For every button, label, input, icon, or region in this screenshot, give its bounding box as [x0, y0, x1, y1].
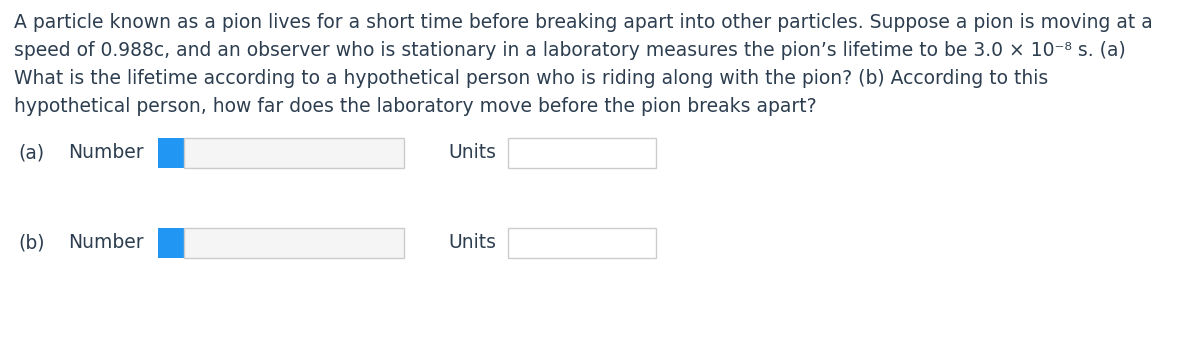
Text: Units: Units [448, 144, 496, 163]
Text: speed of 0.988c, and an observer who is stationary in a laboratory measures the : speed of 0.988c, and an observer who is … [14, 40, 1126, 59]
Text: Units: Units [448, 233, 496, 252]
Text: i: i [168, 145, 174, 160]
Text: (a): (a) [18, 144, 44, 163]
Text: Number: Number [68, 233, 144, 252]
Text: ∨: ∨ [577, 146, 587, 160]
Text: What is the lifetime according to a hypothetical person who is riding along with: What is the lifetime according to a hypo… [14, 68, 1049, 87]
Text: i: i [168, 236, 174, 251]
Text: hypothetical person, how far does the laboratory move before the pion breaks apa: hypothetical person, how far does the la… [14, 97, 817, 116]
Text: (b): (b) [18, 233, 44, 252]
Text: A particle known as a pion lives for a short time before breaking apart into oth: A particle known as a pion lives for a s… [14, 13, 1153, 32]
Text: ∨: ∨ [577, 236, 587, 250]
Text: Number: Number [68, 144, 144, 163]
